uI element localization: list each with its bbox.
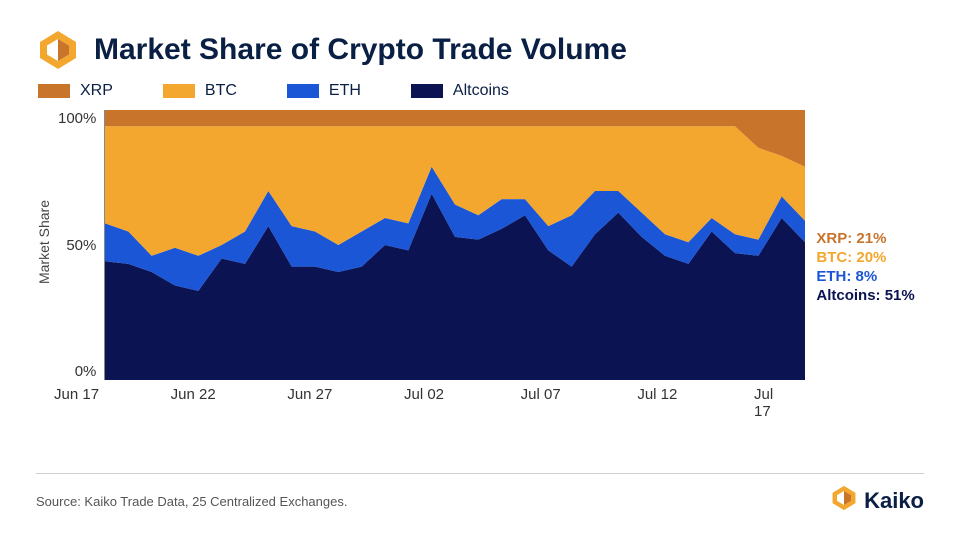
legend-label: ETH xyxy=(329,82,361,100)
end-value-labels: XRP: 21% BTC: 20% ETH: 8% Altcoins: 51% xyxy=(816,230,914,304)
header: Market Share of Crypto Trade Volume xyxy=(36,28,924,72)
y-tick-label: 50% xyxy=(58,237,96,254)
y-tick-label: 0% xyxy=(58,363,96,380)
x-tick-label: Jun 17 xyxy=(54,386,99,403)
legend: XRP BTC ETH Altcoins xyxy=(38,82,924,100)
x-tick-label: Jul 07 xyxy=(521,386,561,403)
legend-label: Altcoins xyxy=(453,82,509,100)
end-label: BTC: 20% xyxy=(816,249,914,266)
kaiko-logo-icon xyxy=(36,28,80,72)
end-label: ETH: 8% xyxy=(816,268,914,285)
legend-item: BTC xyxy=(163,82,237,100)
brand-name: Kaiko xyxy=(864,488,924,514)
source-text: Source: Kaiko Trade Data, 25 Centralized… xyxy=(36,494,347,509)
y-axis-label: Market Share xyxy=(36,200,52,284)
end-label: XRP: 21% xyxy=(816,230,914,247)
legend-label: XRP xyxy=(80,82,113,100)
stacked-area-chart xyxy=(104,110,804,380)
x-tick-label: Jul 12 xyxy=(637,386,677,403)
legend-swatch xyxy=(287,84,319,98)
legend-item: ETH xyxy=(287,82,361,100)
x-ticks: Jun 17Jun 22Jun 27Jul 02Jul 07Jul 12Jul … xyxy=(58,386,758,408)
legend-item: XRP xyxy=(38,82,113,100)
y-ticks: 100% 50% 0% xyxy=(58,110,104,380)
x-tick-label: Jul 17 xyxy=(754,386,773,420)
legend-swatch xyxy=(411,84,443,98)
legend-swatch xyxy=(163,84,195,98)
legend-label: BTC xyxy=(205,82,237,100)
y-tick-label: 100% xyxy=(58,110,96,127)
chart-title: Market Share of Crypto Trade Volume xyxy=(94,33,627,67)
kaiko-logo-icon xyxy=(830,484,858,518)
end-label: Altcoins: 51% xyxy=(816,287,914,304)
legend-item: Altcoins xyxy=(411,82,509,100)
x-tick-label: Jun 22 xyxy=(171,386,216,403)
legend-swatch xyxy=(38,84,70,98)
brand-footer: Kaiko xyxy=(830,484,924,518)
x-tick-label: Jun 27 xyxy=(287,386,332,403)
x-tick-label: Jul 02 xyxy=(404,386,444,403)
